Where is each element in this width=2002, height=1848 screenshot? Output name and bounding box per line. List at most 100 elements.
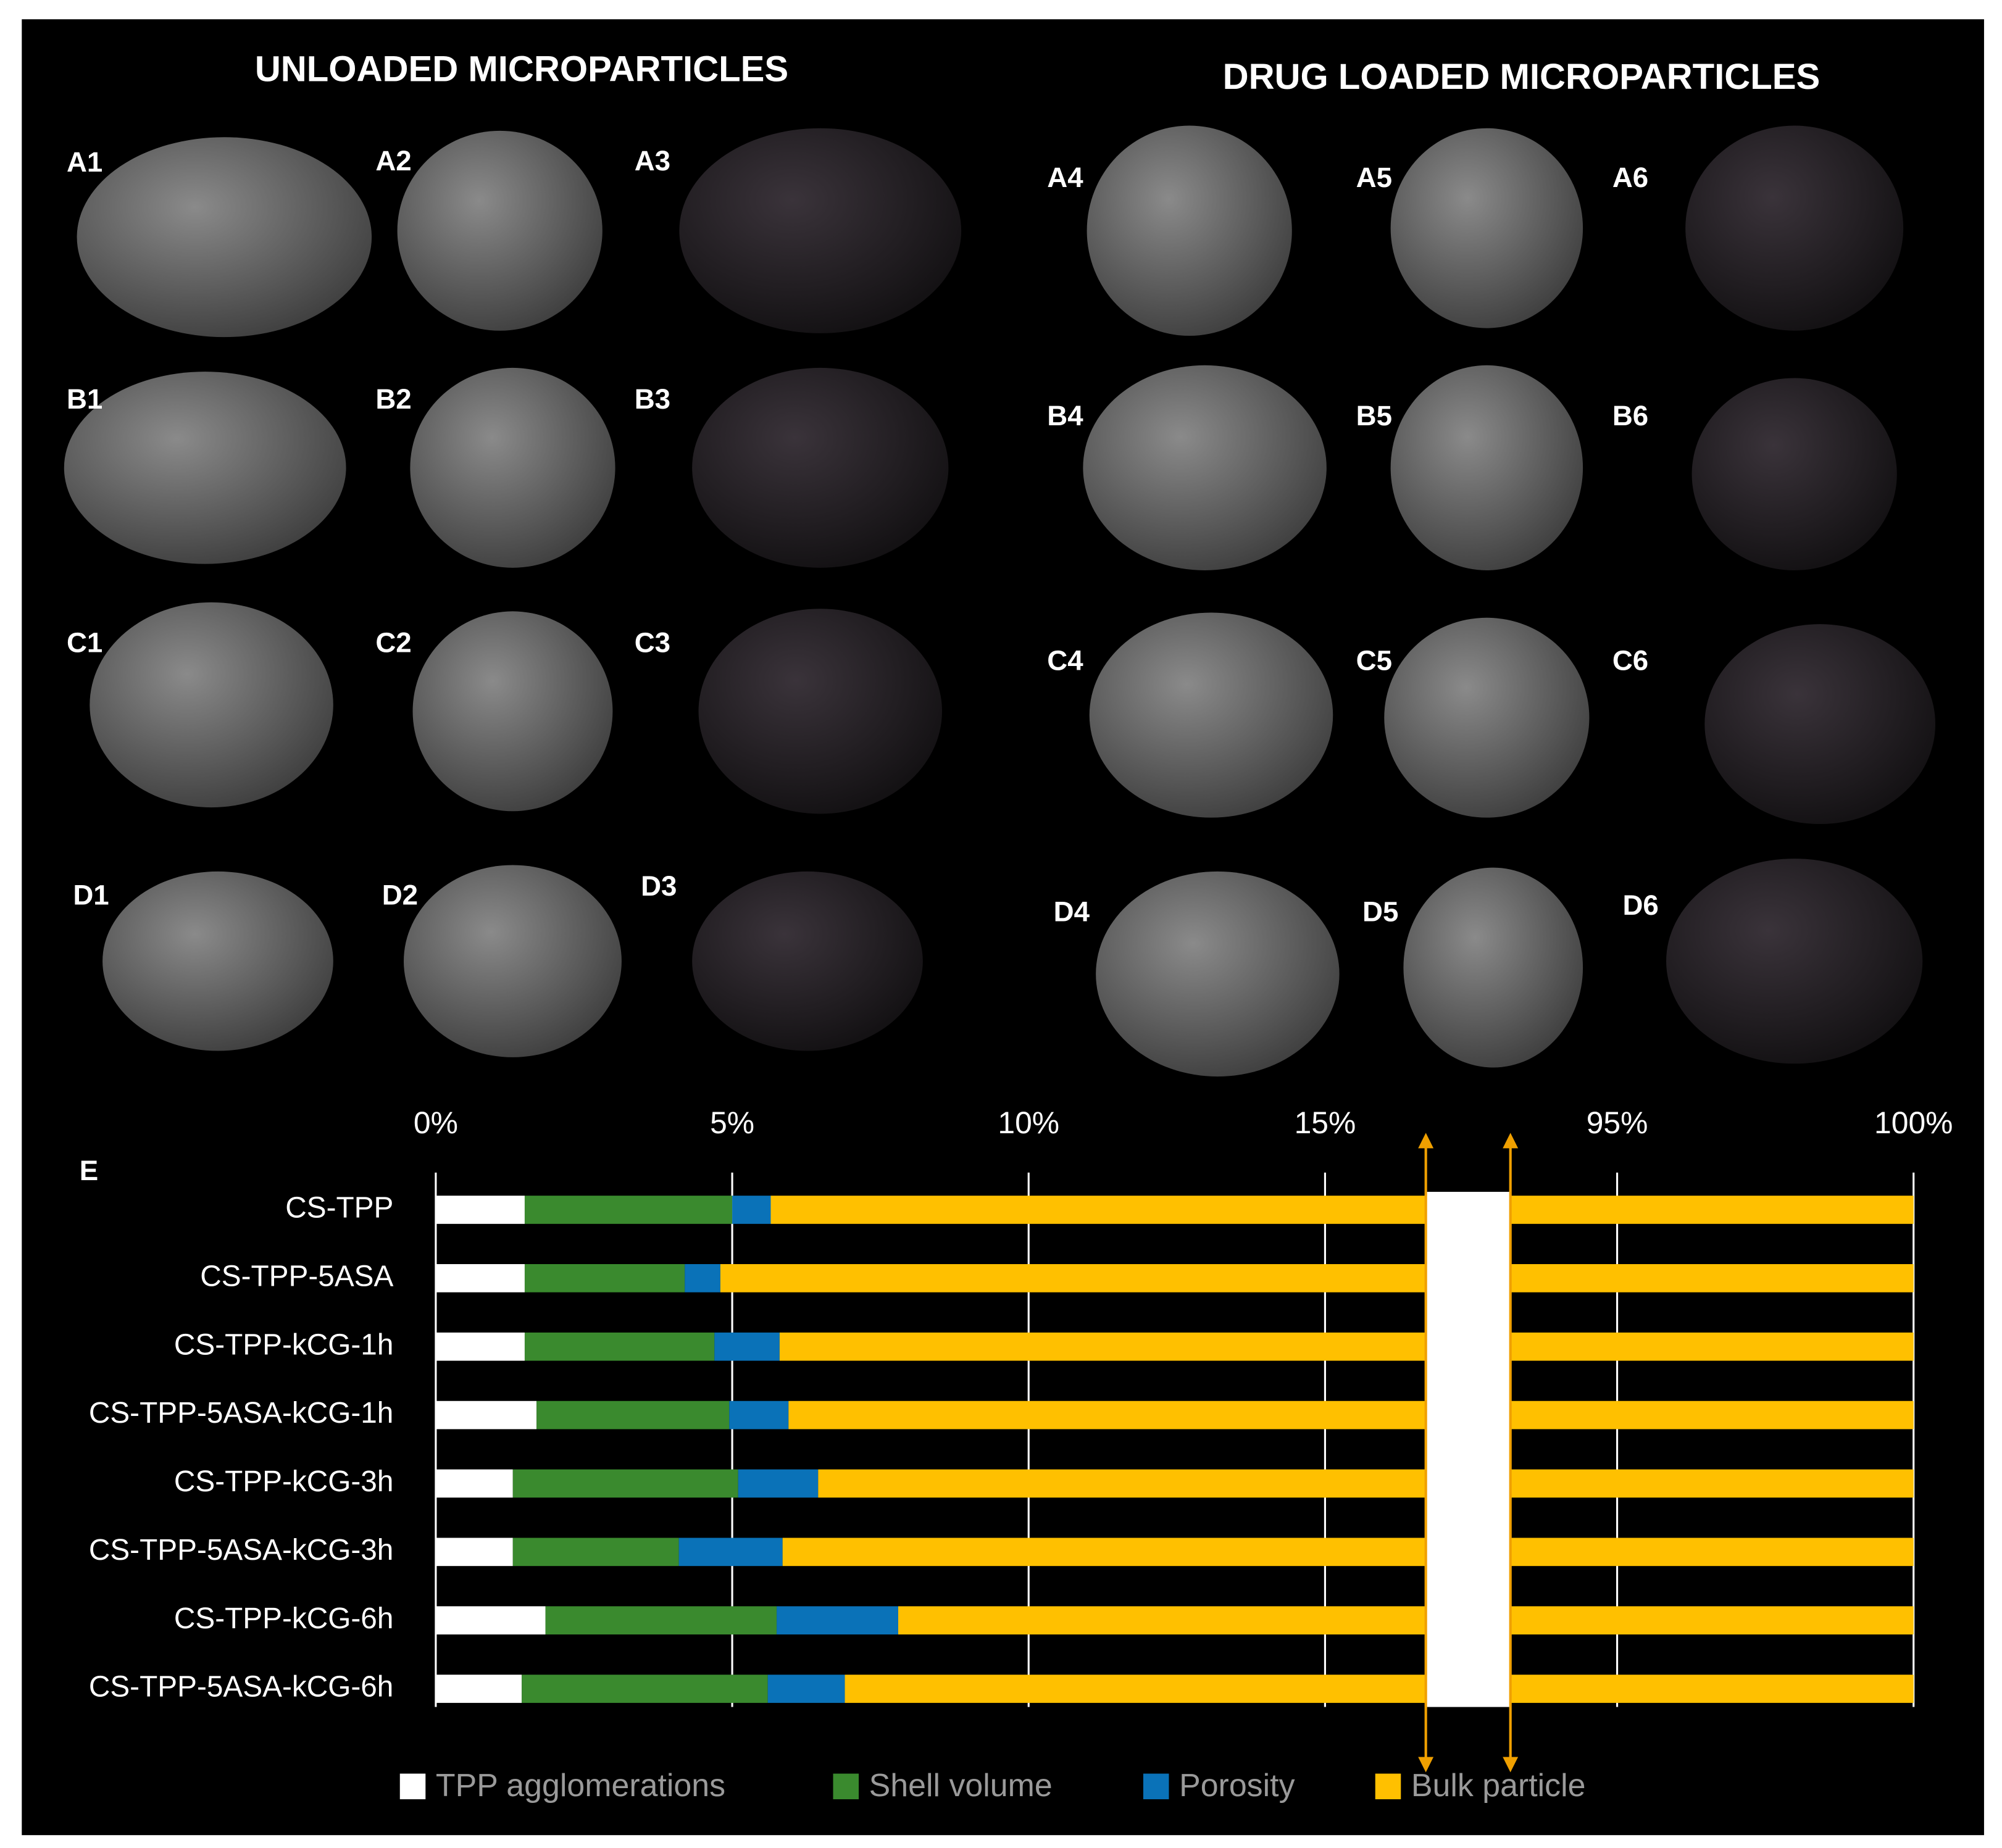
particle: [397, 130, 603, 331]
heading: DRUG LOADED MICROPARTICLES: [1223, 57, 1821, 97]
bar-segment: [512, 1538, 679, 1567]
bar-segment: [435, 1469, 513, 1498]
panel-label: C4: [1047, 645, 1083, 676]
particle: [1089, 612, 1333, 818]
bar-segment: [818, 1469, 1914, 1498]
panel-label: D2: [382, 879, 418, 910]
particle: [1384, 617, 1590, 818]
bar-segment: [720, 1264, 1914, 1292]
bar-segment: [524, 1332, 715, 1361]
particle: [412, 611, 613, 812]
particle: [1096, 871, 1340, 1077]
panel-label: D6: [1622, 889, 1658, 921]
x-tick-label: 5%: [710, 1105, 754, 1140]
bar-segment: [685, 1264, 720, 1292]
particle: [77, 137, 372, 338]
bar-segment: [435, 1264, 525, 1292]
bar-segment: [522, 1675, 768, 1703]
panel-label: A4: [1047, 162, 1083, 193]
y-tick-label: CS-TPP: [285, 1192, 393, 1225]
particle: [1083, 365, 1327, 570]
particle: [1390, 365, 1583, 570]
legend-label: Shell volume: [869, 1767, 1053, 1803]
panel-label: A6: [1612, 162, 1648, 193]
panel-label: D3: [641, 870, 677, 902]
bar-segment: [714, 1332, 780, 1361]
particle: [102, 871, 333, 1051]
panel-label: C6: [1612, 645, 1648, 676]
chart: E 0% 5% 10% 15% 95% 100% CS-TPP CS-TPP-5ASA CS-TP…: [80, 1105, 1953, 1803]
y-tick-label: CS-TPP-5ASA-kCG-3h: [89, 1534, 394, 1567]
panel-label: D1: [73, 879, 109, 910]
bar-segment: [536, 1401, 730, 1430]
particle: [698, 609, 942, 814]
particle: [1685, 125, 1904, 331]
panel-label: D5: [1362, 896, 1398, 927]
bar-segment: [435, 1401, 537, 1430]
micrographs: A1 A2 A3 A4 A5 A6 B1 B2 B3 B4 B5 B6 C1 C2 C3 C4 C5 C6 D1 D2…: [64, 125, 1936, 1077]
x-tick-label: 0%: [414, 1105, 458, 1140]
panel-label: A3: [635, 145, 670, 177]
panel-label: C5: [1356, 645, 1392, 676]
y-tick-label: CS-TPP-kCG-3h: [174, 1465, 394, 1498]
bar-segment: [678, 1538, 783, 1567]
particle: [403, 865, 622, 1057]
bar-segment: [770, 1196, 1914, 1224]
bar-segment: [435, 1606, 546, 1635]
background: [22, 19, 1984, 1836]
panel-label: B3: [635, 383, 670, 415]
bar-segment: [845, 1675, 1914, 1703]
arrow-head: [1503, 1133, 1519, 1149]
particle: [1403, 867, 1583, 1068]
y-tick-label: CS-TPP-5ASA-kCG-6h: [89, 1671, 394, 1704]
axis-break: [1425, 1191, 1511, 1707]
bar-segment: [738, 1469, 819, 1498]
bar-segment: [729, 1401, 789, 1430]
panel-label: B1: [67, 383, 102, 415]
particle: [1390, 128, 1583, 328]
bar-segment: [732, 1196, 771, 1224]
arrow-head: [1418, 1133, 1434, 1149]
bar-segment: [788, 1401, 1914, 1430]
particle: [90, 602, 333, 808]
panel-label: E: [80, 1155, 98, 1186]
bar-segment: [435, 1332, 525, 1361]
legend-label: Bulk particle: [1411, 1767, 1586, 1803]
particle: [1666, 859, 1923, 1064]
x-tick-label: 10%: [998, 1105, 1059, 1140]
arrow-head: [1418, 1757, 1434, 1773]
panel-label: B2: [375, 383, 411, 415]
particle: [692, 871, 923, 1051]
bar-segment: [435, 1538, 513, 1567]
particle: [692, 367, 949, 568]
x-tick-label: 15%: [1295, 1105, 1356, 1140]
arrow-head: [1503, 1757, 1519, 1773]
panel-label: B5: [1356, 400, 1392, 431]
x-tick-label: 95%: [1587, 1105, 1648, 1140]
legend-swatch: [399, 1773, 426, 1800]
bar-segment: [435, 1675, 522, 1703]
bar-segment: [524, 1196, 733, 1224]
particle: [679, 128, 962, 333]
particle: [410, 367, 615, 568]
bar-segment: [512, 1469, 738, 1498]
panel-label: C3: [635, 626, 670, 658]
particle: [1087, 125, 1292, 336]
particle: [1691, 378, 1897, 570]
panel-label: A1: [67, 146, 102, 178]
legend-swatch: [1143, 1773, 1169, 1800]
panel-label: C1: [67, 626, 102, 658]
legend-label: Porosity: [1179, 1767, 1295, 1803]
bar-segment: [898, 1606, 1914, 1635]
bar-segment: [435, 1196, 525, 1224]
y-tick-label: CS-TPP-5ASA-kCG-1h: [89, 1397, 394, 1430]
x-tick-label: 100%: [1874, 1105, 1953, 1140]
bar-segment: [767, 1675, 845, 1703]
panel-label: B4: [1047, 400, 1083, 431]
panel-label: B6: [1612, 400, 1648, 431]
bar-segment: [777, 1606, 898, 1635]
bar-segment: [524, 1264, 685, 1292]
legend-swatch: [833, 1773, 859, 1800]
y-tick-label: CS-TPP-kCG-6h: [174, 1602, 394, 1635]
